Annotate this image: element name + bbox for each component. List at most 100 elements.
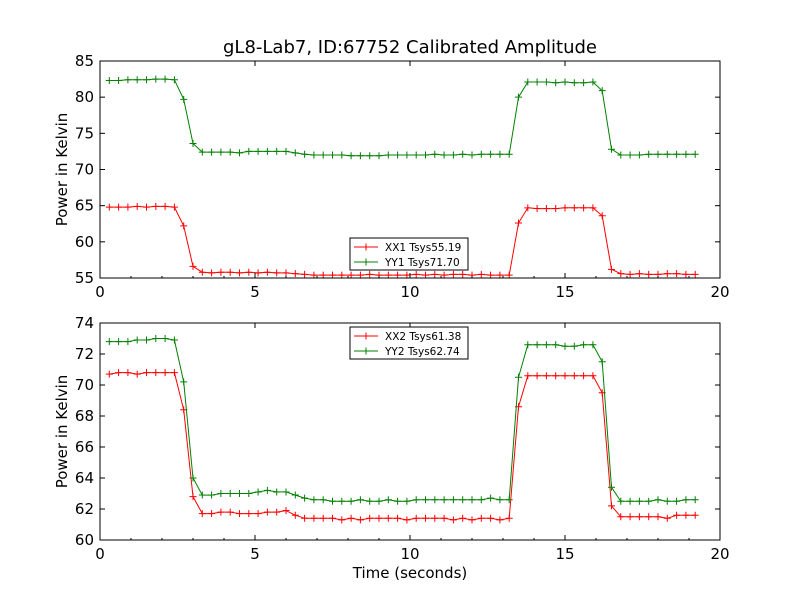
y-tick-label: 65	[75, 197, 94, 215]
data-point-marker	[440, 271, 448, 279]
data-point-marker	[291, 149, 299, 157]
data-point-marker	[347, 497, 355, 505]
data-point-marker	[505, 150, 513, 158]
y-tick-label: 75	[75, 124, 94, 142]
data-point-marker	[366, 152, 374, 160]
data-point-marker	[626, 151, 634, 159]
data-point-marker	[226, 148, 234, 156]
data-point-marker	[170, 203, 178, 211]
x-axis-label: Time (seconds)	[352, 564, 468, 582]
x-tick-label: 20	[710, 283, 729, 301]
data-point-marker	[403, 151, 411, 159]
data-point-marker	[338, 497, 346, 505]
x-tick-label: 0	[95, 545, 105, 563]
data-point-marker	[487, 494, 495, 502]
data-point-marker	[319, 271, 327, 279]
data-point-marker	[236, 510, 243, 518]
x-tick-label: 20	[710, 545, 729, 563]
legend-label: YY2 Tsys62.74	[384, 346, 460, 358]
data-point-marker	[319, 151, 327, 159]
data-point-marker	[291, 511, 299, 519]
data-point-marker	[347, 271, 355, 279]
data-point-marker	[394, 514, 402, 522]
data-point-marker	[180, 222, 188, 230]
data-point-marker	[542, 341, 550, 349]
data-point-marker	[608, 483, 615, 491]
data-point-marker	[226, 490, 234, 497]
data-point-marker	[449, 151, 457, 159]
data-point-marker	[552, 341, 560, 349]
data-point-marker	[189, 493, 197, 501]
data-point-marker	[198, 491, 206, 499]
x-tick-label: 10	[400, 283, 419, 301]
legend-swatch-marker	[362, 347, 370, 355]
data-point-marker	[580, 341, 588, 349]
data-point-marker	[356, 152, 364, 160]
data-point-marker	[524, 372, 532, 380]
data-point-marker	[412, 496, 420, 504]
data-point-marker	[598, 212, 606, 220]
data-point-marker	[366, 497, 374, 505]
data-point-marker	[375, 152, 383, 160]
data-point-marker	[589, 204, 597, 212]
data-point-marker	[133, 370, 141, 378]
data-point-marker	[152, 75, 160, 83]
data-point-marker	[133, 336, 141, 344]
y-tick-label: 55	[75, 269, 94, 287]
data-point-marker	[310, 514, 318, 522]
y-tick-label: 68	[75, 407, 94, 425]
data-point-marker	[124, 369, 132, 377]
series-line	[109, 78, 696, 157]
data-point-marker	[124, 203, 132, 211]
data-point-marker	[226, 508, 234, 516]
data-point-marker	[449, 516, 457, 524]
data-point-marker	[663, 497, 671, 505]
data-point-marker	[329, 514, 336, 522]
data-point-marker	[645, 513, 653, 521]
data-point-marker	[161, 369, 169, 377]
legend-swatch-marker	[362, 332, 370, 340]
data-point-marker	[338, 271, 346, 279]
data-point-marker	[133, 76, 141, 84]
x-tick-label: 15	[555, 283, 574, 301]
data-point-marker	[161, 335, 169, 342]
data-point-marker	[440, 514, 448, 522]
data-point-marker	[477, 514, 485, 522]
legend: XX1 Tsys55.19 YY1 Tsys71.70	[349, 237, 469, 271]
data-point-marker	[170, 336, 178, 344]
data-point-marker	[143, 203, 150, 211]
data-point-marker	[487, 514, 495, 522]
data-point-marker	[282, 147, 290, 155]
data-point-marker	[217, 490, 225, 497]
data-point-marker	[431, 514, 439, 522]
data-point-marker	[217, 148, 225, 156]
data-point-marker	[663, 270, 671, 278]
data-point-marker	[524, 204, 532, 212]
x-tick-label: 15	[555, 545, 574, 563]
data-point-marker	[180, 378, 188, 386]
y-axis-label: Power in Kelvin	[53, 113, 71, 227]
data-point-marker	[459, 496, 467, 504]
y-tick-label: 64	[75, 469, 94, 487]
data-point-marker	[533, 78, 541, 86]
data-point-marker	[589, 78, 597, 86]
data-point-marker	[403, 497, 411, 505]
data-point-marker	[691, 150, 699, 158]
data-point-marker	[580, 372, 588, 380]
x-tick-label: 0	[95, 283, 105, 301]
data-point-marker	[170, 76, 178, 84]
data-point-marker	[263, 147, 271, 155]
data-point-marker	[115, 369, 123, 377]
data-point-marker	[152, 335, 160, 342]
data-point-marker	[524, 78, 532, 86]
data-point-marker	[403, 516, 411, 524]
data-point-marker	[384, 514, 392, 522]
data-point-marker	[105, 370, 113, 378]
data-point-marker	[254, 510, 262, 518]
data-point-marker	[635, 270, 643, 278]
data-point-marker	[561, 342, 569, 350]
data-point-marker	[329, 151, 336, 159]
data-point-marker	[245, 268, 253, 276]
data-point-marker	[570, 372, 578, 380]
data-point-marker	[189, 474, 197, 482]
